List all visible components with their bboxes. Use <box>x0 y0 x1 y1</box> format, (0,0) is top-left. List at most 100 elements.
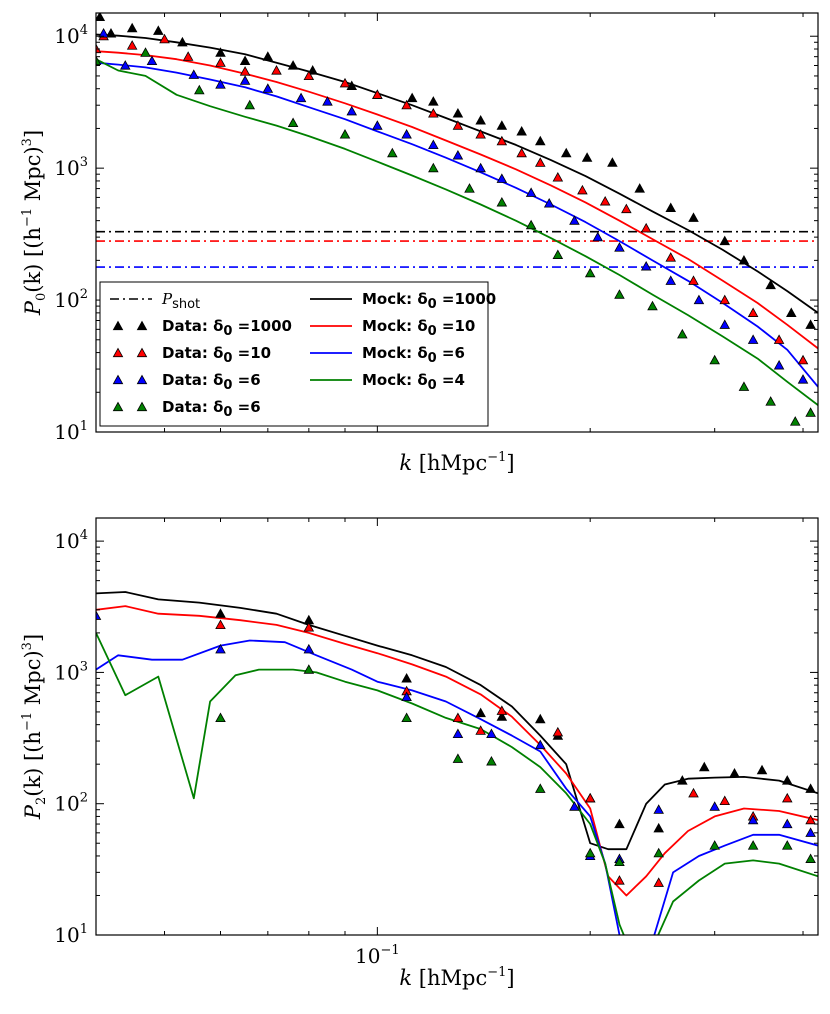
data-point <box>262 83 274 93</box>
data-point <box>406 92 418 103</box>
data-point <box>653 804 664 814</box>
data-point <box>614 242 625 252</box>
data-point <box>126 40 138 50</box>
data-point <box>709 354 720 365</box>
data-point <box>781 840 793 850</box>
data-point <box>140 47 151 57</box>
series-line <box>96 639 818 935</box>
data-point <box>96 610 102 620</box>
data-point <box>584 847 596 858</box>
panel-monopole: 101 102 103 104 k [hMpc−1] P0(k) [(h−1 Mpc)3]… <box>20 12 819 475</box>
data-point <box>303 70 315 81</box>
data-point <box>136 374 148 385</box>
data-point <box>112 374 124 385</box>
data-point <box>401 129 412 139</box>
series-line <box>96 58 818 406</box>
data-point <box>271 65 282 75</box>
data-point <box>428 96 439 106</box>
data-point <box>215 643 226 654</box>
data-point <box>592 231 604 242</box>
plot-area <box>96 591 818 935</box>
data-point <box>614 856 625 867</box>
data-point <box>215 712 226 723</box>
data-point <box>805 783 816 793</box>
data-point <box>614 875 625 885</box>
data-point <box>805 853 816 863</box>
legend-label: Mock: δ0 =4 <box>362 371 465 393</box>
data-point <box>640 222 652 233</box>
data-point <box>452 728 464 739</box>
data-point <box>688 275 699 285</box>
data-point <box>475 162 486 173</box>
data-point <box>688 787 699 798</box>
data-point <box>303 622 315 632</box>
y-axis-label: P0(k) [(h−1 Mpc)3] <box>20 130 49 316</box>
data-point <box>525 187 537 197</box>
data-point <box>797 354 809 365</box>
data-point <box>339 77 351 88</box>
data-point <box>452 107 464 118</box>
data-point <box>372 120 383 130</box>
data-point <box>215 608 226 618</box>
legend-label: Data: δ0 =1000 <box>162 317 292 339</box>
legend-label: Mock: δ0 =10 <box>362 317 475 339</box>
data-point <box>719 294 731 305</box>
data-point <box>653 847 664 858</box>
data-point <box>126 22 138 33</box>
series-line <box>96 61 818 388</box>
data-point <box>307 65 318 75</box>
data-point <box>552 726 564 737</box>
y-tick-label: 101 <box>54 922 88 947</box>
data-point <box>119 60 131 70</box>
data-point <box>781 792 793 803</box>
y-tick-label: 104 <box>54 23 88 48</box>
y-tick-label: 101 <box>54 419 88 444</box>
data-point <box>194 84 205 95</box>
data-point <box>535 135 546 146</box>
data-point <box>786 307 797 317</box>
data-point <box>287 117 299 128</box>
data-point <box>584 267 596 278</box>
panel-quadrupole: 101 102 103 104 10−1k [hMpc−1] P2(k) [(h−1 Mp… <box>20 517 819 990</box>
data-point <box>346 105 358 116</box>
series-line <box>96 591 818 851</box>
data-point <box>738 381 750 391</box>
series-line <box>96 632 818 935</box>
data-point <box>535 157 546 167</box>
data-point <box>560 147 572 158</box>
data-point <box>215 619 226 630</box>
data-point <box>719 795 731 806</box>
data-point <box>569 215 580 225</box>
data-point <box>303 643 315 654</box>
data-point <box>401 99 412 110</box>
data-point <box>773 359 785 370</box>
data-point <box>182 51 194 61</box>
data-point <box>262 51 274 61</box>
data-point <box>719 319 731 329</box>
data-point <box>805 319 816 329</box>
data-point <box>665 275 677 285</box>
data-point <box>677 775 688 785</box>
data-point <box>303 664 315 674</box>
legend-box <box>99 281 489 427</box>
data-point <box>401 672 412 683</box>
legend-label: Mock: δ0 =1000 <box>362 290 496 312</box>
data-point <box>136 320 148 331</box>
data-point <box>789 416 801 426</box>
axis-ticks <box>95 518 818 936</box>
data-point <box>747 334 759 344</box>
data-point <box>496 711 508 721</box>
data-point <box>486 728 497 739</box>
data-point <box>452 120 464 130</box>
data-point <box>496 120 508 130</box>
data-point <box>136 347 148 358</box>
legend-label: Pshot <box>161 290 200 312</box>
y-axis-label: P2(k) [(h−1 Mpc)3] <box>20 634 49 820</box>
data-point <box>665 202 677 212</box>
data-point <box>146 55 158 65</box>
data-point <box>475 115 486 125</box>
data-point <box>756 764 768 775</box>
data-point <box>452 712 464 723</box>
data-point <box>599 195 611 206</box>
